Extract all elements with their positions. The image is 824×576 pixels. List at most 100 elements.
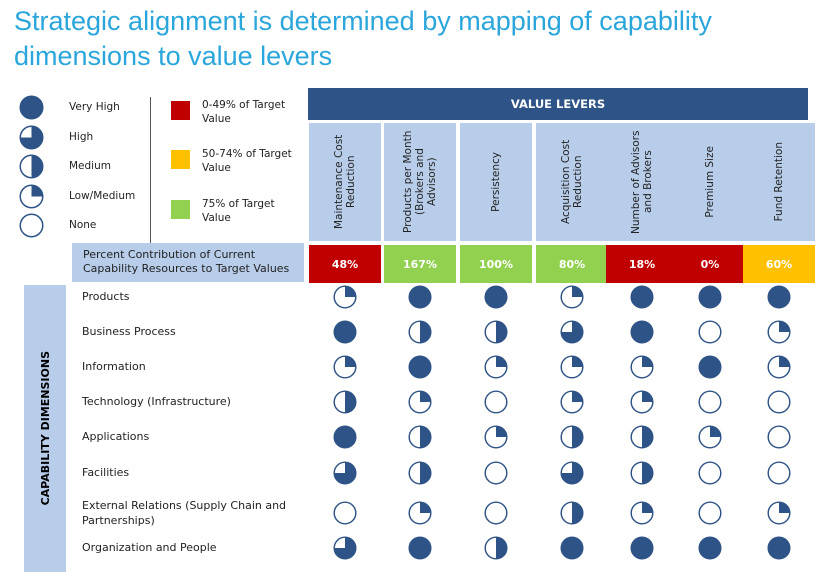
harvey-ball-icon <box>19 213 44 238</box>
legend-ball <box>19 95 44 124</box>
value-lever-header: Number of Advisors and Brokers <box>606 123 678 241</box>
matrix-cell <box>560 425 584 453</box>
percent-contribution-cell: 48% <box>309 245 381 283</box>
harvey-ball-icon <box>19 154 44 179</box>
harvey-ball-icon <box>560 461 584 485</box>
capability-dimension-label: Business Process <box>82 325 176 338</box>
harvey-ball-icon <box>560 285 584 309</box>
matrix-cell <box>408 501 432 529</box>
harvey-ball-icon <box>484 425 508 449</box>
value-levers-header: VALUE LEVERS <box>308 88 808 120</box>
matrix-cell <box>630 355 654 383</box>
matrix-cell <box>698 425 722 453</box>
harvey-ball-icon <box>333 501 357 525</box>
harvey-ball-icon <box>698 536 722 560</box>
percent-contribution-label: Percent Contribution of Current Capabili… <box>72 243 304 282</box>
matrix-cell <box>767 355 791 383</box>
value-lever-label: Acquisition Cost Reduction <box>560 139 584 225</box>
harvey-ball-icon <box>767 390 791 414</box>
legend-ball <box>19 184 44 213</box>
legend-level-label: Medium <box>69 160 111 172</box>
harvey-ball-icon <box>630 461 654 485</box>
harvey-ball-icon <box>560 320 584 344</box>
harvey-ball-icon <box>408 425 432 449</box>
value-lever-label: Premium Size <box>704 146 716 218</box>
harvey-ball-icon <box>484 536 508 560</box>
harvey-ball-icon <box>767 536 791 560</box>
legend-ball <box>19 154 44 183</box>
matrix-cell <box>408 536 432 564</box>
matrix-cell <box>484 461 508 489</box>
harvey-ball-icon <box>484 390 508 414</box>
harvey-ball-icon <box>560 390 584 414</box>
harvey-ball-icon <box>408 390 432 414</box>
harvey-ball-icon <box>408 355 432 379</box>
value-lever-label: Persistency <box>490 152 502 212</box>
legend-color-swatch <box>171 150 190 169</box>
capability-dimensions-header: CAPABILITY DIMENSIONS <box>24 285 66 572</box>
capability-dimension-label: Products <box>82 290 130 303</box>
matrix-cell <box>698 320 722 348</box>
legend-color-label: 0-49% of Target Value <box>202 99 286 125</box>
matrix-cell <box>630 425 654 453</box>
harvey-ball-icon <box>698 390 722 414</box>
matrix-cell <box>484 355 508 383</box>
harvey-ball-icon <box>698 285 722 309</box>
matrix-cell <box>333 461 357 489</box>
harvey-ball-icon <box>333 536 357 560</box>
harvey-ball-icon <box>560 425 584 449</box>
matrix-cell <box>560 461 584 489</box>
harvey-ball-icon <box>333 390 357 414</box>
matrix-cell <box>408 461 432 489</box>
matrix-cell <box>630 285 654 313</box>
matrix-cell <box>333 536 357 564</box>
matrix-cell <box>484 536 508 564</box>
matrix-cell <box>698 285 722 313</box>
percent-contribution-cell: 0% <box>674 245 746 283</box>
value-levers-label: VALUE LEVERS <box>510 97 606 111</box>
harvey-ball-icon <box>19 125 44 149</box>
value-lever-label: Maintenance Cost Reduction <box>333 134 357 230</box>
harvey-ball-icon <box>698 320 722 344</box>
legend-color-label: 75% of Target Value <box>202 198 275 224</box>
matrix-cell <box>630 536 654 564</box>
matrix-cell <box>767 425 791 453</box>
capability-dimensions-label: CAPABILITY DIMENSIONS <box>38 351 52 506</box>
matrix-cell <box>630 390 654 418</box>
legend-ball <box>19 213 44 242</box>
matrix-cell <box>560 536 584 564</box>
harvey-ball-icon <box>698 355 722 379</box>
harvey-ball-icon <box>408 461 432 485</box>
value-lever-header: Persistency <box>460 123 532 241</box>
value-lever-label: Fund Retention <box>773 142 785 222</box>
matrix-cell <box>698 501 722 529</box>
matrix-cell <box>484 320 508 348</box>
matrix-cell <box>698 461 722 489</box>
harvey-ball-icon <box>333 461 357 485</box>
matrix-cell <box>333 501 357 529</box>
harvey-ball-icon <box>560 536 584 560</box>
harvey-ball-icon <box>408 501 432 525</box>
matrix-cell <box>560 355 584 383</box>
harvey-ball-icon <box>484 285 508 309</box>
matrix-cell <box>560 285 584 313</box>
harvey-ball-icon <box>333 355 357 379</box>
legend-color-swatch <box>171 101 190 120</box>
matrix-cell <box>484 501 508 529</box>
matrix-cell <box>484 390 508 418</box>
harvey-ball-icon <box>333 285 357 309</box>
percent-contribution-cell: 18% <box>606 245 678 283</box>
value-lever-label: Products per Month (Brokers and Advisors… <box>402 130 438 234</box>
percent-contribution-cell: 100% <box>460 245 532 283</box>
value-lever-header: Fund Retention <box>743 123 815 241</box>
legend-level-label: High <box>69 130 94 143</box>
harvey-ball-icon <box>408 320 432 344</box>
harvey-ball-icon <box>767 355 791 379</box>
matrix-cell <box>767 320 791 348</box>
matrix-cell <box>333 390 357 418</box>
matrix-cell <box>408 355 432 383</box>
matrix-cell <box>333 320 357 348</box>
legend-divider <box>150 97 151 243</box>
harvey-ball-icon <box>767 501 791 525</box>
legend-level-label: None <box>69 219 97 231</box>
